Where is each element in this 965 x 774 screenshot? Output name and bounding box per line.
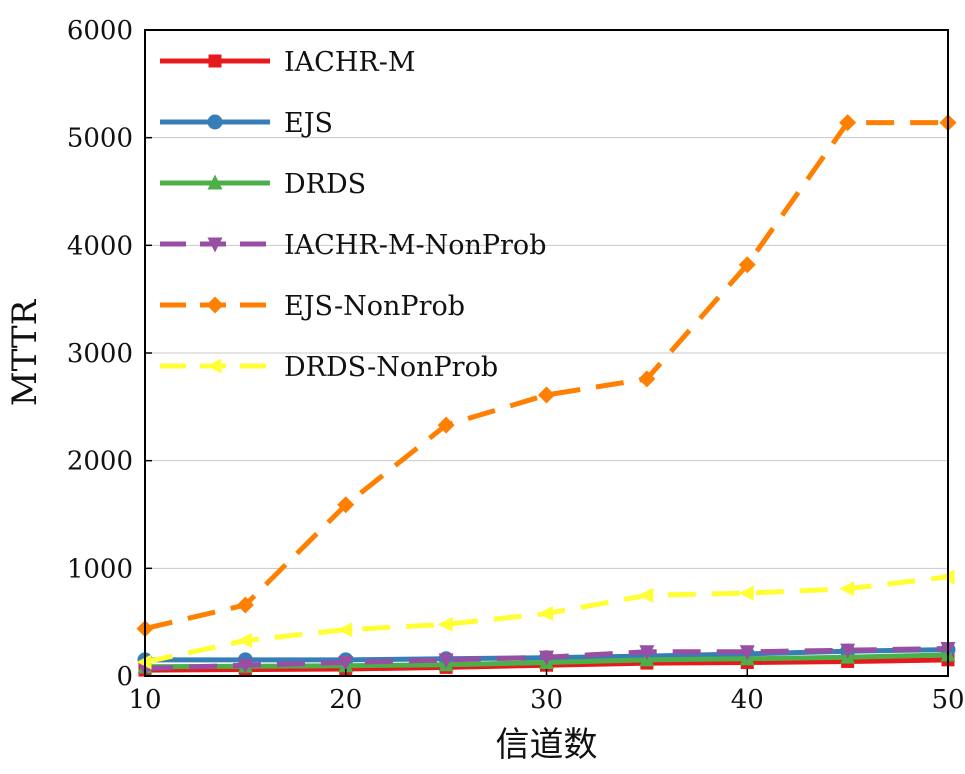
x-axis-title: 信道数 [496,725,598,765]
legend: IACHR-M EJS DRDS IACHR-M-NonProb EJS-NonProb… [160,47,546,383]
legend-label-ejs-nonprob: EJS-NonProb [284,291,465,322]
data-point-drds-nonprob [337,622,353,638]
data-point-iachr-m-nonprob [338,656,354,672]
legend-item-iachr-m: IACHR-M [160,47,415,78]
data-point-ejs-nonprob [638,370,656,388]
data-point-drds-nonprob [437,616,453,632]
legend-marker-iachr-m-nonprob [207,237,223,253]
y-tick-label: 2000 [67,447,133,477]
x-tick-label: 50 [931,685,964,715]
x-tick-label: 30 [530,685,563,715]
data-point-ejs-nonprob [337,496,355,514]
data-point-drds-nonprob [538,606,553,622]
x-tick-label: 10 [128,685,161,715]
data-point-iachr-m-nonprob [739,645,755,661]
y-tick-label: 4000 [67,231,133,261]
data-point-iachr-m-nonprob [237,658,253,674]
legend-marker-drds [207,174,223,190]
legend-item-iachr-m-nonprob: IACHR-M-NonProb [160,230,546,261]
y-tick-label: 5000 [67,124,133,154]
legend-label-drds-nonprob: DRDS-NonProb [284,352,498,383]
series-line-ejs-nonprob [144,120,948,632]
series-group [136,114,957,677]
y-tick-label: 6000 [67,16,133,46]
data-point-ejs-nonprob [236,596,254,614]
legend-item-ejs: EJS [160,108,333,139]
legend-marker-iachr-m [208,54,222,68]
data-point-iachr-m-nonprob [639,645,655,661]
data-point-ejs-nonprob [538,386,555,404]
data-point-ejs-nonprob [437,416,455,434]
data-point-ejs-nonprob [738,256,756,274]
data-point-drds-nonprob [839,581,855,597]
data-point-drds-nonprob [236,632,252,648]
axis-ticks: 0 1000 2000 3000 4000 5000 6000 10 20 30 40 50 [67,16,965,715]
legend-label-iachr-m-nonprob: IACHR-M-NonProb [284,230,546,261]
data-point-iachr-m-nonprob [438,653,454,669]
y-axis-title: MTTR [5,298,45,406]
legend-item-drds-nonprob: DRDS-NonProb [160,352,498,383]
legend-marker-ejs [207,114,223,130]
y-tick-label: 0 [116,662,133,692]
series-ejs-nonprob [136,114,957,638]
data-point-iachr-m-nonprob [539,650,554,666]
legend-item-drds: DRDS [160,169,366,200]
legend-label-iachr-m: IACHR-M [284,47,415,78]
data-point-ejs-nonprob [839,114,857,132]
data-point-iachr-m-nonprob [840,643,856,659]
data-point-drds-nonprob [638,587,654,603]
y-tick-label: 3000 [67,339,133,369]
legend-marker-drds-nonprob [206,358,222,374]
x-tick-label: 20 [329,685,362,715]
legend-label-ejs: EJS [284,108,333,139]
grid [145,137,948,569]
legend-item-ejs-nonprob: EJS-NonProb [160,291,465,322]
x-tick-label: 40 [731,685,764,715]
y-tick-label: 1000 [67,554,133,584]
data-point-drds-nonprob [738,585,754,601]
legend-label-drds: DRDS [284,169,366,200]
legend-marker-ejs-nonprob [206,296,224,314]
